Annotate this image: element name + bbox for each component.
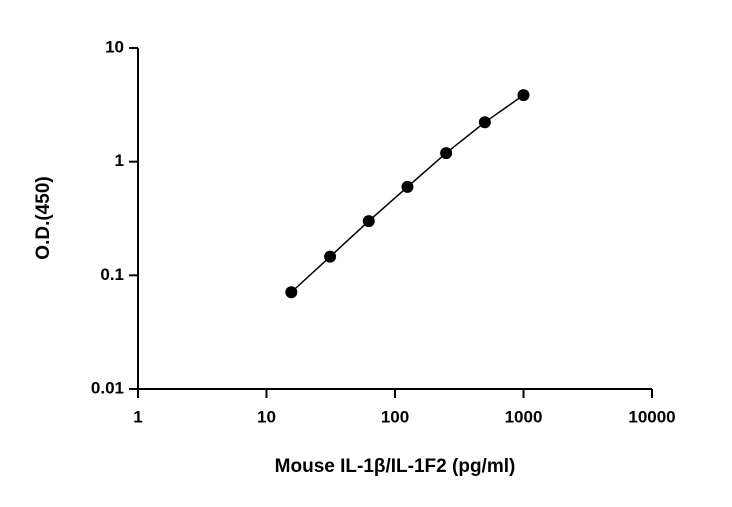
x-tick-label: 100 <box>381 407 409 426</box>
x-tick-label: 10000 <box>628 407 675 426</box>
data-point <box>440 147 453 160</box>
y-tick-label: 0.1 <box>100 265 124 284</box>
y-axis-title: O.D.(450) <box>33 176 54 259</box>
data-point <box>478 116 491 129</box>
data-point <box>285 286 298 299</box>
y-tick-label: 0.01 <box>91 378 124 397</box>
data-point <box>362 215 375 228</box>
x-axis-title: Mouse IL-1β/IL-1F2 (pg/ml) <box>275 456 516 477</box>
y-tick-label: 1 <box>115 151 124 170</box>
y-tick-label: 10 <box>105 37 124 56</box>
x-tick-label: 1000 <box>505 407 543 426</box>
data-point <box>324 250 337 263</box>
x-tick-label: 10 <box>257 407 276 426</box>
data-point <box>401 180 414 193</box>
data-point <box>517 89 530 102</box>
x-tick-label: 1 <box>133 407 142 426</box>
